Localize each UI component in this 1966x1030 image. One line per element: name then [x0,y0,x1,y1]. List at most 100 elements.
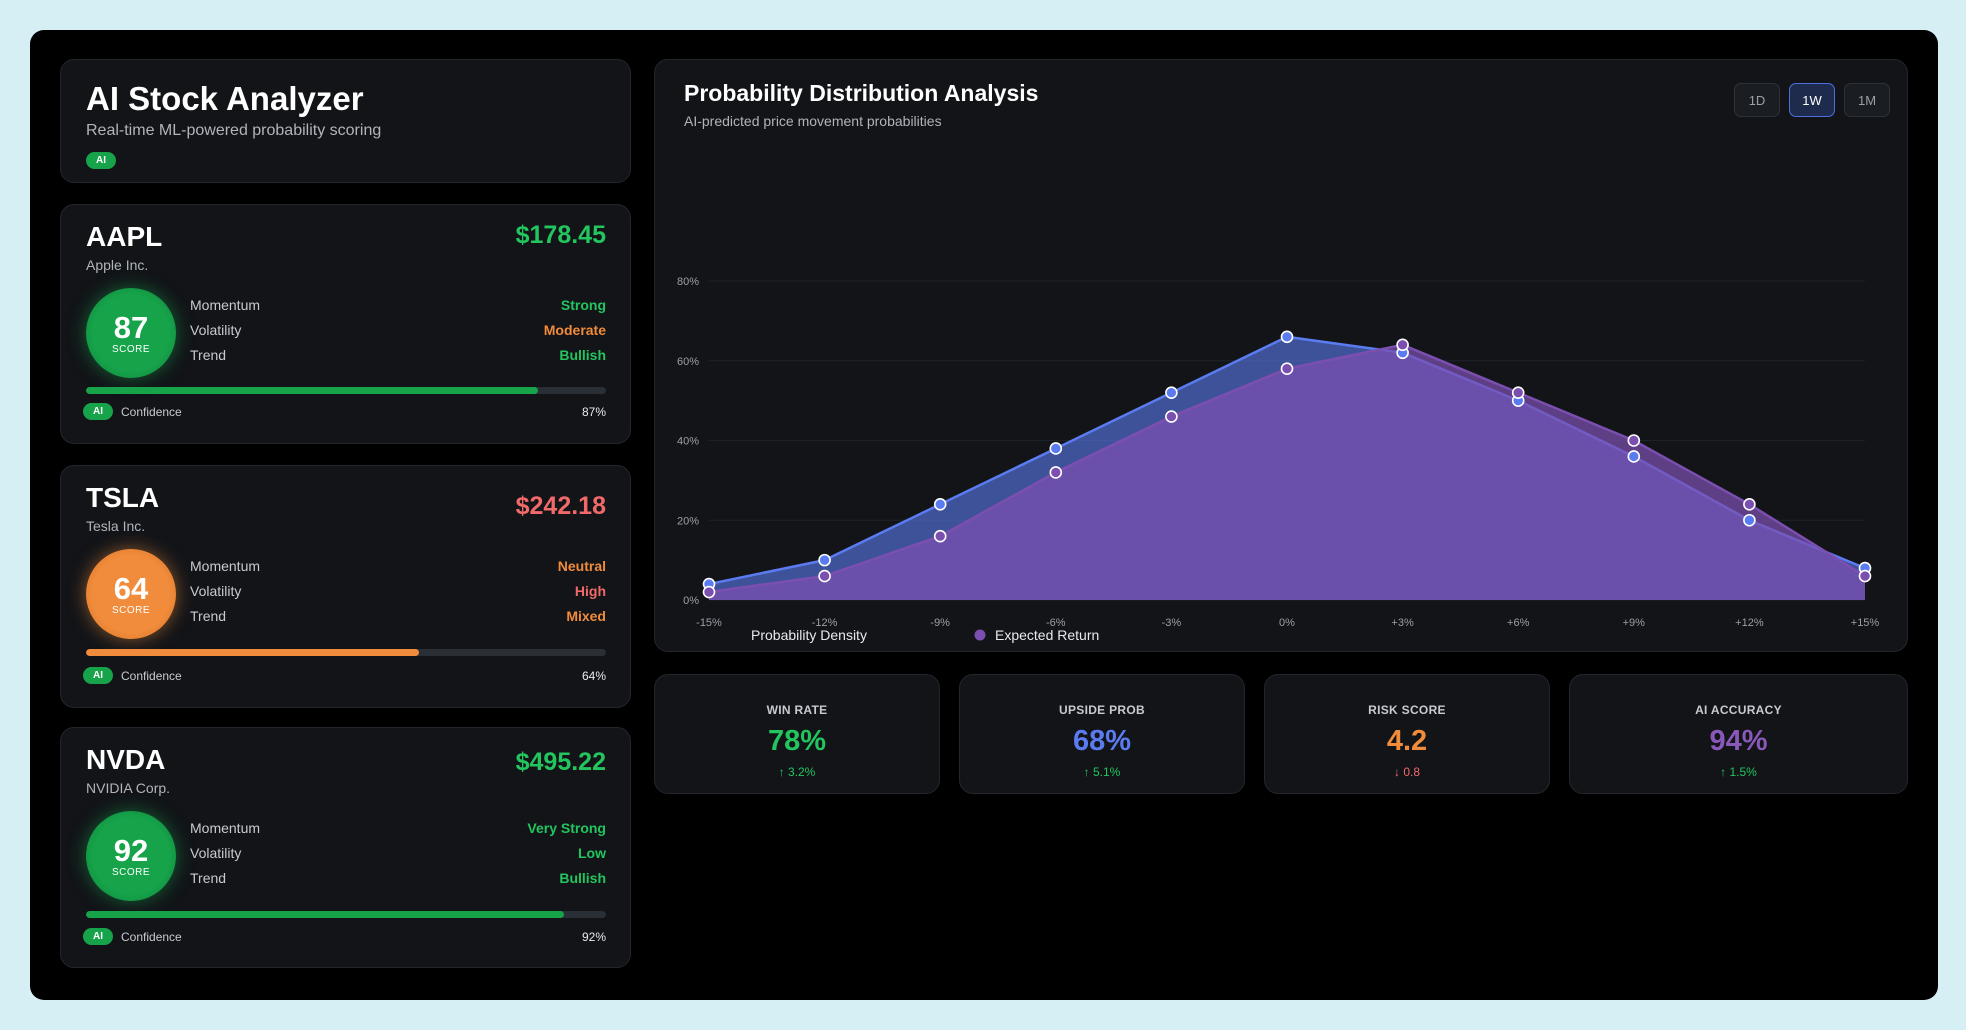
data-point [1743,513,1756,527]
metric-value: Bullish [559,870,606,886]
data-point [818,553,831,567]
confidence-value: 87% [581,404,606,419]
metric-label: Volatility [190,322,242,338]
metric-label: Trend [190,870,227,886]
dashboard-frame: AI Stock Analyzer Real-time ML-powered p… [30,30,1938,1000]
stat-card-risk-score: RISK SCORE 4.2 ↓ 0.8 [1264,674,1550,794]
stock-price: $178.45 [515,221,606,249]
data-point [1280,330,1294,344]
metric-row-volatility: Volatility High [190,583,606,608]
metrics-list: Momentum Very Strong Volatility Low Trend B… [190,820,606,895]
metric-label: Momentum [190,558,261,574]
confidence-bar [86,649,606,656]
stock-company-name: Tesla Inc. [86,518,146,534]
stat-label: RISK SCORE [1368,703,1446,717]
data-point [1165,410,1178,423]
data-point [1511,386,1525,399]
x-tick-label: -6% [1046,617,1066,629]
metric-value: Mixed [566,608,606,624]
stat-value: 68% [1072,725,1132,757]
score-ring: 92 SCORE [86,811,176,901]
stock-card-aapl[interactable]: AAPL Apple Inc. $178.45 87 SCORE Momentu… [60,204,631,444]
metric-label: Volatility [190,845,242,861]
chart-subtitle: AI-predicted price movement probabilitie… [684,113,942,129]
metric-value: Bullish [559,347,606,363]
confidence-label: Confidence [121,929,182,944]
y-tick-label: 40% [677,436,699,448]
data-point [933,497,947,511]
data-point [1743,497,1756,511]
metric-row-momentum: Momentum Strong [190,297,606,322]
confidence-value: 92% [581,929,606,944]
y-tick-label: 80% [677,276,699,288]
score-value: 87 [113,309,149,345]
metric-label: Trend [190,347,227,363]
confidence-bar [86,911,606,918]
stat-delta: ↓ 0.8 [1393,765,1420,779]
confidence-row: AI Confidence 87% [83,403,606,420]
score-label: SCORE [111,866,151,878]
metric-row-volatility: Volatility Moderate [190,322,606,347]
metric-row-momentum: Momentum Very Strong [190,820,606,845]
data-point [1396,338,1409,352]
stock-price: $495.22 [515,748,606,776]
stat-card-win-rate: WIN RATE 78% ↑ 3.2% [654,674,940,794]
confidence-bar [86,387,606,394]
series-area-expected-return [709,344,1865,600]
score-ring: 87 SCORE [86,288,176,378]
app-subtitle: Real-time ML-powered probability scoring [86,122,382,139]
confidence-row: AI Confidence 92% [83,928,606,945]
legend-label: Probability Density [751,627,867,643]
data-point [1280,362,1294,376]
score-ring: 64 SCORE [86,549,176,639]
timeframe-1m-button[interactable]: 1M [1844,83,1890,117]
metric-value: Strong [560,297,606,313]
confidence-label: Confidence [121,668,182,683]
app-header-card: AI Stock Analyzer Real-time ML-powered p… [60,59,631,183]
stat-value: 78% [767,725,827,757]
stat-card-upside-prob: UPSIDE PROB 68% ↑ 5.1% [959,674,1245,794]
metrics-list: Momentum Strong Volatility Moderate Trend B… [190,297,606,372]
metric-label: Trend [190,608,227,624]
stock-card-nvda[interactable]: NVDA NVIDIA Corp. $495.22 92 SCORE Momen… [60,727,631,968]
ai-badge: AI [83,667,113,684]
stat-card-ai-accuracy: AI ACCURACY 94% ↑ 1.5% [1569,674,1908,794]
score-label: SCORE [111,343,151,355]
x-tick-label: -15% [696,617,722,629]
x-tick-label: +6% [1507,617,1530,629]
data-point [818,569,831,583]
legend-swatch [974,629,986,641]
y-tick-label: 0% [683,595,699,607]
stock-card-tsla[interactable]: TSLA Tesla Inc. $242.18 64 SCORE Momentu… [60,465,631,708]
timeframe-1w-button[interactable]: 1W [1789,83,1835,117]
confidence-bar-fill [86,649,419,656]
y-tick-label: 60% [677,356,699,368]
metric-value: Moderate [543,322,606,338]
metric-row-trend: Trend Mixed [190,608,606,633]
stock-ticker: NVDA [86,744,166,775]
metric-value: Very Strong [527,820,606,836]
data-point [1165,386,1178,399]
probability-chart-card: 0% 20% 40% 60% 80% -15% -12% -9% -6% -3% 0% +3% +6% +… [654,59,1908,652]
data-point [1049,442,1063,455]
stat-value: 94% [1709,725,1768,757]
metric-label: Momentum [190,297,261,313]
confidence-row: AI Confidence 64% [83,667,606,684]
metric-row-trend: Trend Bullish [190,347,606,372]
stock-ticker: TSLA [86,482,160,513]
stat-delta: ↑ 5.1% [1083,765,1121,779]
x-tick-label: +9% [1623,617,1646,629]
stat-label: AI ACCURACY [1695,703,1782,717]
x-tick-label: +3% [1391,617,1414,629]
data-point [1858,569,1872,583]
metric-row-trend: Trend Bullish [190,870,606,895]
metrics-list: Momentum Neutral Volatility High Trend Mixe… [190,558,606,633]
timeframe-1d-button[interactable]: 1D [1734,83,1780,117]
app-title: AI Stock Analyzer [86,80,364,117]
metric-value: Neutral [557,558,606,574]
score-label: SCORE [111,604,151,616]
stat-delta: ↑ 1.5% [1720,765,1757,779]
x-tick-label: -3% [1162,617,1182,629]
score-value: 92 [113,832,149,868]
data-point [702,585,716,599]
